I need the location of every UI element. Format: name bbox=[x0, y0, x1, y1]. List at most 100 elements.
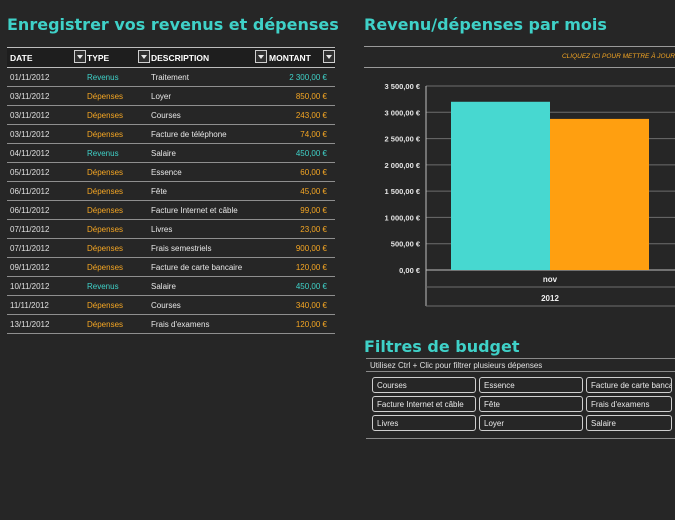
cell-description: Salaire bbox=[151, 149, 176, 158]
cell-date: 07/11/2012 bbox=[10, 225, 50, 234]
header-description-label: DESCRIPTION bbox=[151, 53, 210, 63]
cell-amount: 23,00 € bbox=[300, 225, 327, 234]
y-tick-label: 1 000,00 € bbox=[385, 213, 421, 222]
table-row[interactable]: 07/11/2012 Dépenses Frais semestriels 900,0… bbox=[7, 239, 335, 258]
table-row[interactable]: 04/11/2012 Revenus Salaire 450,00 € bbox=[7, 144, 335, 163]
cell-amount: 120,00 € bbox=[295, 263, 327, 272]
cell-amount: 60,00 € bbox=[300, 168, 327, 177]
y-tick-label: 500,00 € bbox=[391, 240, 421, 249]
table-row[interactable]: 03/11/2012 Dépenses Courses 243,00 € bbox=[7, 106, 335, 125]
cell-date: 03/11/2012 bbox=[10, 130, 50, 139]
filter-chip[interactable]: Frais d'examens bbox=[586, 396, 672, 412]
filter-dropdown-amount-icon[interactable] bbox=[323, 50, 335, 63]
cell-type: Dépenses bbox=[87, 225, 124, 234]
table-row[interactable]: 10/11/2012 Revenus Salaire 450,00 € bbox=[7, 277, 335, 296]
cell-date: 03/11/2012 bbox=[10, 92, 50, 101]
cell-date: 03/11/2012 bbox=[10, 111, 50, 120]
cell-description: Salaire bbox=[151, 282, 176, 291]
bar-series-1 bbox=[451, 101, 550, 270]
cell-date: 11/11/2012 bbox=[10, 301, 49, 310]
cell-description: Facture de carte bancaire bbox=[151, 263, 243, 272]
cell-amount: 850,00 € bbox=[295, 92, 327, 101]
cell-type: Dépenses bbox=[87, 301, 124, 310]
filter-dropdown-type-icon[interactable] bbox=[138, 50, 150, 63]
cell-date: 06/11/2012 bbox=[10, 187, 50, 196]
table-header: DATE TYPE DESCRIPTION MONTANT bbox=[7, 47, 335, 68]
cell-amount: 99,00 € bbox=[300, 206, 327, 215]
table-row[interactable]: 06/11/2012 Dépenses Fête 45,00 € bbox=[7, 182, 335, 201]
header-type: TYPE bbox=[87, 50, 150, 63]
table-row[interactable]: 05/11/2012 Dépenses Essence 60,00 € bbox=[7, 163, 335, 182]
table-row[interactable]: 13/11/2012 Dépenses Frais d'examens 120,00 … bbox=[7, 315, 335, 334]
filter-chip[interactable]: Essence bbox=[479, 377, 583, 393]
header-type-label: TYPE bbox=[87, 53, 110, 63]
cell-type: Revenus bbox=[87, 282, 119, 291]
table-row[interactable]: 06/11/2012 Dépenses Facture Internet et câ… bbox=[7, 201, 335, 220]
cell-amount: 120,00 € bbox=[295, 320, 327, 329]
y-tick-label: 0,00 € bbox=[399, 266, 421, 275]
table-row[interactable]: 03/11/2012 Dépenses Loyer 850,00 € bbox=[7, 87, 335, 106]
filter-chip[interactable]: Loyer bbox=[479, 415, 583, 431]
refresh-link-label[interactable]: CLIQUEZ ICI POUR METTRE À JOUR bbox=[561, 53, 675, 60]
cell-date: 07/11/2012 bbox=[10, 244, 50, 253]
cell-type: Dépenses bbox=[87, 244, 124, 253]
cell-description: Essence bbox=[151, 168, 182, 177]
cell-description: Loyer bbox=[151, 92, 172, 101]
cell-date: 06/11/2012 bbox=[10, 206, 50, 215]
filter-chip[interactable]: Salaire bbox=[586, 415, 672, 431]
cell-description: Facture Internet et câble bbox=[151, 206, 238, 215]
cell-amount: 340,00 € bbox=[295, 301, 327, 310]
cell-amount: 2 300,00 € bbox=[289, 73, 327, 82]
income-expense-title: Enregistrer vos revenus et dépenses bbox=[7, 15, 339, 34]
table-row[interactable]: 07/11/2012 Dépenses Livres 23,00 € bbox=[7, 220, 335, 239]
table-body: 01/11/2012 Revenus Traitement 2 300,00 € 03/… bbox=[7, 68, 335, 334]
y-tick-label: 3 500,00 € bbox=[385, 82, 421, 91]
filter-chip[interactable]: Livres bbox=[372, 415, 476, 431]
filters-title: Filtres de budget bbox=[364, 337, 520, 356]
cell-type: Dépenses bbox=[87, 92, 124, 101]
cell-type: Dépenses bbox=[87, 263, 124, 272]
cell-amount: 243,00 € bbox=[295, 111, 327, 120]
cell-type: Dépenses bbox=[87, 320, 124, 329]
filter-chip[interactable]: Facture de carte bancaire bbox=[586, 377, 672, 393]
y-tick-label: 2 500,00 € bbox=[385, 135, 421, 144]
filter-chip[interactable]: Courses bbox=[372, 377, 476, 393]
cell-amount: 450,00 € bbox=[295, 149, 327, 158]
filter-dropdown-description-icon[interactable] bbox=[255, 50, 267, 63]
table-row[interactable]: 01/11/2012 Revenus Traitement 2 300,00 € bbox=[7, 68, 335, 87]
cell-date: 01/11/2012 bbox=[10, 73, 50, 82]
filters-instruction: Utilisez Ctrl + Clic pour filtrer plusie… bbox=[366, 358, 675, 372]
y-tick-label: 3 000,00 € bbox=[385, 108, 421, 117]
cell-date: 05/11/2012 bbox=[10, 168, 50, 177]
cell-type: Dépenses bbox=[87, 130, 124, 139]
table-row[interactable]: 09/11/2012 Dépenses Facture de carte banca… bbox=[7, 258, 335, 277]
cell-amount: 450,00 € bbox=[295, 282, 327, 291]
refresh-link[interactable]: CLIQUEZ ICI POUR METTRE À JOUR bbox=[364, 46, 675, 68]
cell-amount: 45,00 € bbox=[300, 187, 327, 196]
transactions-table: DATE TYPE DESCRIPTION MONTANT 01/11/2012… bbox=[7, 47, 335, 334]
filter-chip[interactable]: Fête bbox=[479, 396, 583, 412]
cell-type: Revenus bbox=[87, 73, 119, 82]
filter-chip[interactable]: Facture Internet et câble bbox=[372, 396, 476, 412]
cell-date: 09/11/2012 bbox=[10, 263, 50, 272]
table-row[interactable]: 11/11/2012 Dépenses Courses 340,00 € bbox=[7, 296, 335, 315]
cell-description: Courses bbox=[151, 301, 181, 310]
cell-type: Dépenses bbox=[87, 187, 124, 196]
cell-date: 10/11/2012 bbox=[10, 282, 50, 291]
cell-type: Dépenses bbox=[87, 111, 124, 120]
cell-type: Dépenses bbox=[87, 206, 124, 215]
header-amount: MONTANT bbox=[269, 50, 335, 63]
cell-type: Revenus bbox=[87, 149, 119, 158]
cell-description: Livres bbox=[151, 225, 173, 234]
filter-dropdown-date-icon[interactable] bbox=[74, 50, 86, 63]
chart-area: CLIQUEZ ICI POUR METTRE À JOUR 0,00 € 500… bbox=[364, 46, 675, 308]
header-amount-label: MONTANT bbox=[269, 53, 311, 63]
bar-chart: 0,00 € 500,00 € 1 000,00 € 1 500,00 € 2 000,… bbox=[385, 82, 675, 307]
cell-description: Traitement bbox=[151, 73, 189, 82]
x-category-label: nov bbox=[543, 275, 558, 284]
cell-type: Dépenses bbox=[87, 168, 124, 177]
table-row[interactable]: 03/11/2012 Dépenses Facture de téléphone 74… bbox=[7, 125, 335, 144]
cell-description: Courses bbox=[151, 111, 181, 120]
y-tick-label: 2 000,00 € bbox=[385, 161, 421, 170]
